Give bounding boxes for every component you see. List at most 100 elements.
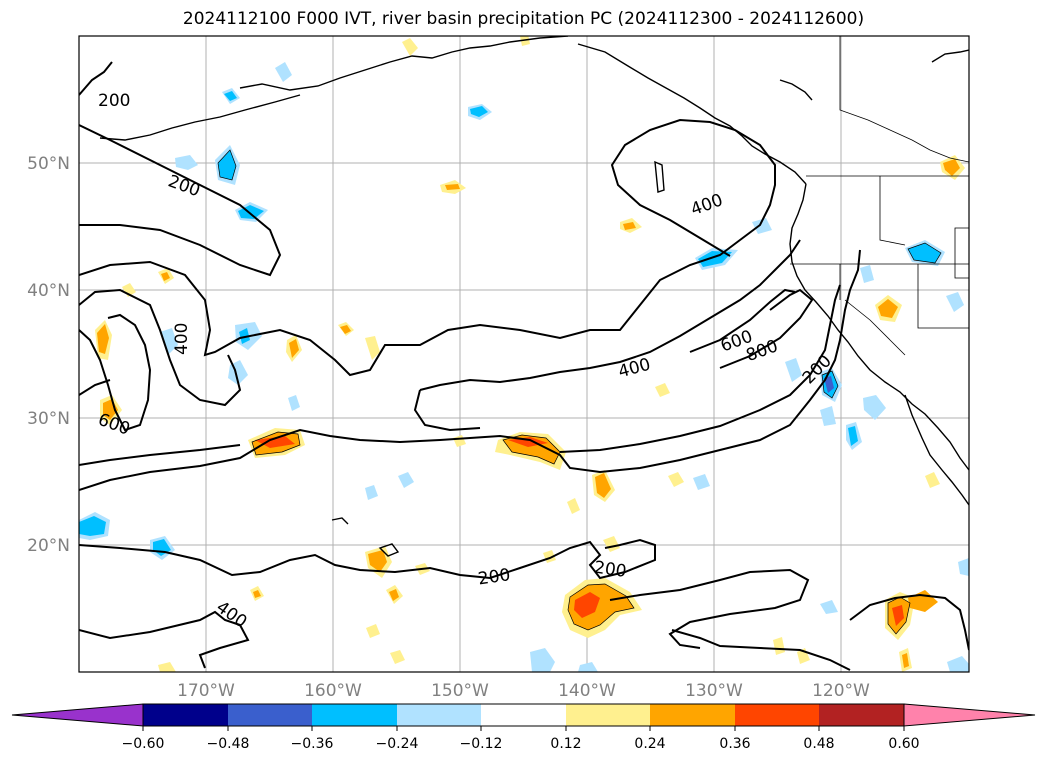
- precip-negative-patch: [365, 485, 378, 500]
- precip-negative-patch: [820, 600, 838, 614]
- ivt-contour-400: [671, 629, 851, 671]
- lon-label-130w: 130°W: [685, 681, 743, 701]
- precip-positive-patch: [289, 339, 299, 358]
- precip-positive-patch: [655, 383, 670, 397]
- precip-positive-patch: [567, 498, 580, 514]
- ivt-contour-200: [79, 538, 656, 580]
- colorbar-segment: [566, 704, 650, 726]
- colorbar-segment: [481, 704, 566, 726]
- precip-positive-patch: [445, 184, 460, 190]
- precip-positive-patch: [366, 624, 380, 638]
- precip-positive-patch: [603, 536, 620, 552]
- precip-negative-patch: [860, 265, 874, 283]
- precip-negative-patch: [946, 292, 964, 312]
- colorbar-tick-label: 0.24: [634, 736, 665, 752]
- land-borders: [790, 36, 969, 356]
- precip-negative-patch: [693, 474, 710, 490]
- contour-label: 400: [688, 190, 725, 220]
- precip-positive-patch: [520, 36, 530, 46]
- colorbar-tick-label: 0.48: [803, 736, 834, 752]
- ivt-contour-400: [79, 379, 111, 396]
- colorbar-segment: [735, 704, 819, 726]
- colorbar-tick-label: −0.24: [376, 736, 419, 752]
- precip-negative-patch: [79, 516, 106, 536]
- lon-label-170w: 170°W: [177, 681, 235, 701]
- precip-positive-patch: [97, 324, 109, 354]
- colorbar: −0.60 −0.48 −0.36 −0.24 −0.12 0.12 0.24 …: [11, 703, 1036, 752]
- precip-negative-patch: [947, 656, 969, 672]
- ivt-contour-200: [79, 249, 861, 491]
- colorbar-tick-label: 0.60: [888, 736, 919, 752]
- colorbar-segment: [228, 704, 312, 726]
- colorbar-tick-label: 0.12: [550, 736, 581, 752]
- colorbar-segment: [819, 704, 904, 726]
- ivt-contour-400: [79, 288, 242, 407]
- precip-negative-patch: [470, 106, 488, 117]
- precip-negative-patch: [824, 376, 834, 393]
- precip-negative-patch: [175, 155, 198, 170]
- precip-negative-patch: [239, 328, 250, 344]
- precip-positive-patch: [797, 648, 810, 664]
- lon-label-160w: 160°W: [304, 681, 362, 701]
- precip-negative-patch: [288, 395, 300, 411]
- precip-positive-patch: [574, 592, 600, 618]
- precip-positive-patch: [122, 283, 136, 297]
- contour-label: 200: [477, 565, 512, 589]
- precip-positive-patch: [453, 435, 466, 447]
- precip-positive-patch: [161, 272, 170, 281]
- colorbar-tick-label: −0.12: [460, 736, 503, 752]
- contour-label: 200: [593, 558, 628, 582]
- ivt-contour-400: [79, 444, 241, 466]
- lat-label-40n: 40°N: [27, 281, 70, 301]
- coastlines: [99, 36, 969, 557]
- lat-label-50n: 50°N: [27, 154, 70, 174]
- precip-positive-patch: [623, 222, 636, 230]
- contour-label: 400: [172, 323, 192, 355]
- lon-label-120w: 120°W: [812, 681, 870, 701]
- precip-positive-patch: [595, 473, 611, 498]
- precip-negative-patch: [224, 91, 237, 101]
- precip-negative-patch: [160, 328, 178, 355]
- precip-positive-patch: [365, 336, 380, 360]
- ivt-contour-200: [79, 118, 776, 377]
- precip-positive-patch: [943, 159, 960, 176]
- contour-label: 400: [212, 597, 250, 632]
- colorbar-extend-min: [11, 703, 144, 727]
- precip-negative-patch: [848, 426, 858, 446]
- precip-positive-patch: [253, 590, 261, 598]
- gridlines: [79, 36, 969, 672]
- contour-label: 200: [165, 171, 202, 201]
- precip-positive-patch: [402, 38, 418, 56]
- precip-negative-patch: [785, 358, 802, 382]
- precip-positive-patch: [892, 605, 904, 626]
- contour-label: 200: [98, 91, 130, 111]
- ivt-contour-400: [413, 389, 481, 432]
- ivt-contour-800: [719, 288, 814, 369]
- longitude-labels: 170°W 160°W 150°W 140°W 130°W 120°W: [177, 681, 870, 701]
- precip-positive-patch: [878, 299, 898, 318]
- map-frame: [78, 35, 970, 673]
- colorbar-tick-label: −0.60: [122, 736, 165, 752]
- precip-positive-patch: [902, 653, 909, 668]
- lon-label-140w: 140°W: [558, 681, 616, 701]
- precip-positive-patch: [668, 472, 684, 487]
- ivt-contour-200: [609, 568, 810, 649]
- lat-label-30n: 30°N: [27, 409, 70, 429]
- precip-positive-patch: [158, 662, 176, 672]
- colorbar-segment: [397, 704, 481, 726]
- colorbar-tick-label: −0.48: [207, 736, 250, 752]
- contour-label: 400: [616, 355, 653, 383]
- colorbar-segment: [650, 704, 735, 726]
- contour-label: 600: [95, 410, 132, 440]
- precip-positive-patch: [390, 650, 405, 664]
- precip-negative-patch: [530, 648, 555, 672]
- precip-negative-patch: [958, 558, 969, 576]
- ivt-contour-600: [559, 284, 841, 453]
- ivt-contour-200: [79, 61, 282, 277]
- ivt-contours: [79, 61, 969, 671]
- map-panel: 200 200 400 400 600 800 200 400 600 400 …: [79, 36, 969, 672]
- precip-negative-patch: [863, 395, 886, 420]
- precip-positive-patch: [368, 550, 387, 572]
- precip-negative-patch: [752, 218, 772, 234]
